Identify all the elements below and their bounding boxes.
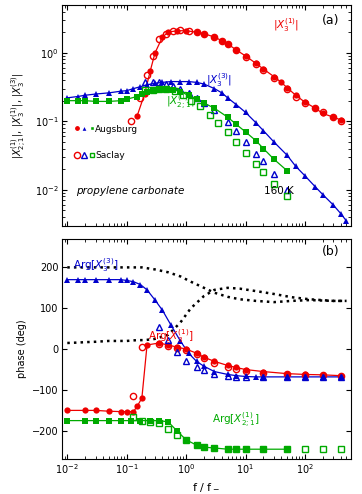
Text: (a): (a) [322,14,340,27]
Y-axis label: phase (deg): phase (deg) [17,320,26,378]
Y-axis label: $|X_{2;1}^{(1)}|$, $|X_3^{(1)}|$, $|X_3^{(3)}|$: $|X_{2;1}^{(1)}|$, $|X_3^{(1)}|$, $|X_3^… [10,72,29,159]
Text: $|X_{2;1}^{(1)}|$: $|X_{2;1}^{(1)}|$ [166,93,194,113]
Text: Arg$[X_3^{(3)}]$: Arg$[X_3^{(3)}]$ [73,256,119,274]
X-axis label: f / f$_-$: f / f$_-$ [192,482,220,494]
Text: propylene carbonate: propylene carbonate [76,186,184,196]
Text: 160 K: 160 K [264,186,294,196]
Text: Arg$[X_3^{(1)}]$: Arg$[X_3^{(1)}]$ [148,327,194,345]
Legend: , , Saclay: , , Saclay [72,148,129,164]
Text: (b): (b) [322,246,340,258]
Text: $|X_3^{(1)}|$: $|X_3^{(1)}|$ [273,16,299,34]
Text: $|X_3^{(3)}|$: $|X_3^{(3)}|$ [206,71,232,89]
Text: Arg$[X_{2;1}^{(1)}]$: Arg$[X_{2;1}^{(1)}]$ [212,411,260,430]
